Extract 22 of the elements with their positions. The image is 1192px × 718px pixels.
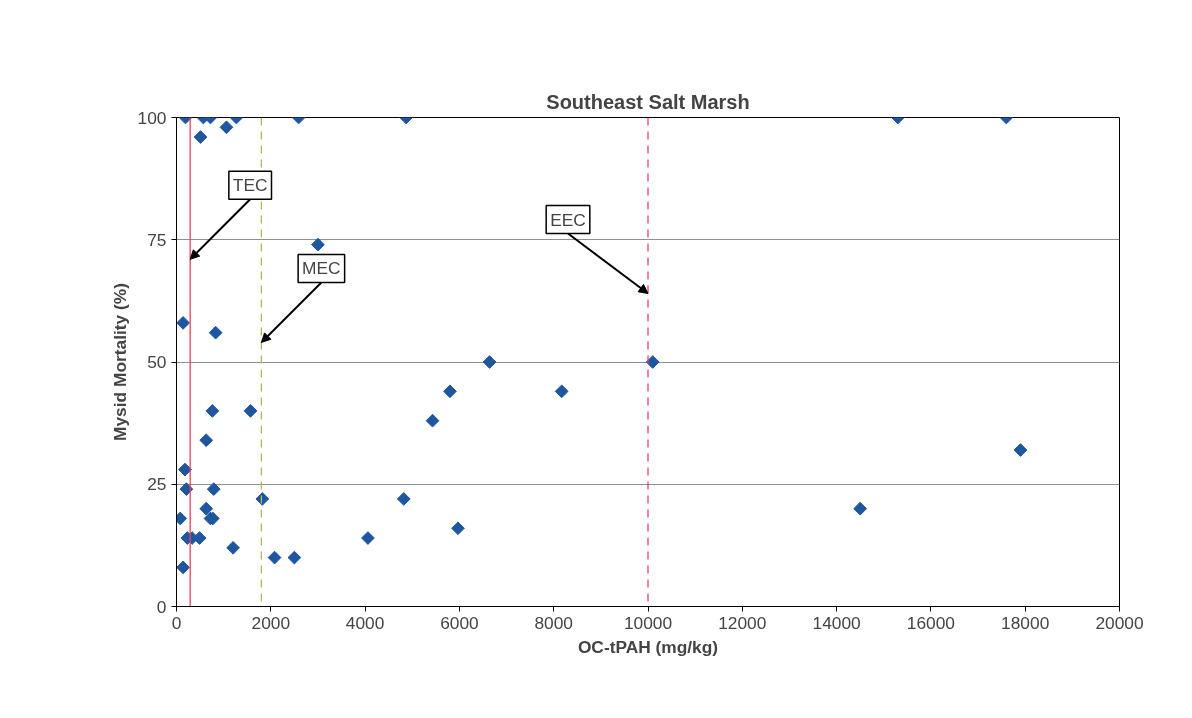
annotation: TEC bbox=[232, 175, 268, 196]
x-tick-label: 6000 bbox=[440, 612, 479, 633]
x-tick-label: 14000 bbox=[812, 612, 861, 633]
x-tick-label: 12000 bbox=[718, 612, 767, 633]
x-tick-label: 8000 bbox=[534, 612, 573, 633]
x-tick-label: 10000 bbox=[623, 612, 673, 633]
annotation: MEC bbox=[302, 258, 341, 279]
x-tick-label: 20000 bbox=[1095, 612, 1144, 633]
x-tick-label: 2000 bbox=[251, 612, 291, 633]
chart-title: Southeast Salt Marsh bbox=[546, 90, 750, 113]
y-tick-label: 0 bbox=[156, 596, 167, 617]
x-tick-label: 16000 bbox=[906, 612, 955, 633]
annotation: EEC bbox=[550, 209, 586, 230]
y-tick-label: 100 bbox=[137, 107, 167, 128]
y-tick-label: 25 bbox=[147, 474, 167, 495]
y-axis-title: Mysid Mortality (%) bbox=[109, 283, 130, 441]
x-tick-label: 18000 bbox=[1001, 612, 1050, 633]
x-tick-label: 4000 bbox=[345, 612, 385, 633]
x-tick-label: 0 bbox=[171, 612, 182, 633]
x-axis-title: OC-tPAH (mg/kg) bbox=[577, 636, 719, 657]
y-tick-label: 75 bbox=[147, 229, 167, 250]
y-tick-label: 50 bbox=[147, 352, 167, 372]
